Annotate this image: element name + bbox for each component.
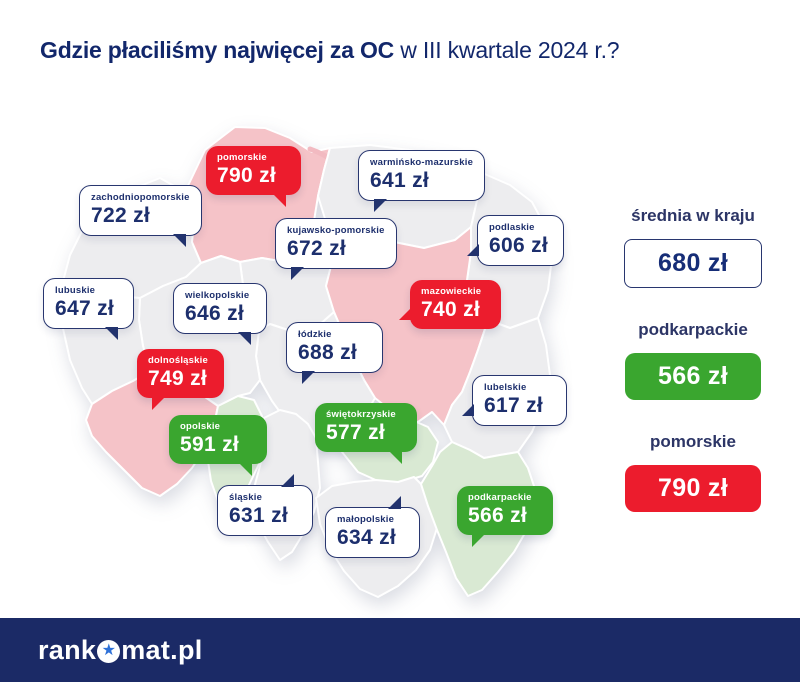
callout-lubelskie: lubelskie 617 zł — [462, 375, 567, 426]
callout-slaskie: śląskie 631 zł — [217, 474, 313, 536]
average-value: 680 zł — [658, 249, 728, 277]
callout-region-label: śląskie — [229, 492, 263, 503]
callout-price-value: 606 zł — [489, 234, 549, 257]
callout-region-label: wielkopolskie — [185, 290, 250, 301]
callout-wielkopolskie: wielkopolskie 646 zł — [173, 283, 267, 345]
callout-price-value: 672 zł — [287, 237, 347, 260]
logo-suffix: mat.pl — [121, 634, 203, 665]
title-rest: w III kwartale 2024 r.? — [394, 37, 620, 63]
callout-region-label: małopolskie — [337, 514, 395, 525]
lowest-value: 566 zł — [658, 362, 728, 390]
callout-price-value: 591 zł — [180, 433, 240, 456]
callout-region-label: zachodniopomorskie — [91, 192, 190, 203]
callout-price-value: 790 zł — [217, 164, 277, 187]
callout-region-label: pomorskie — [217, 152, 267, 163]
callout-pomorskie: pomorskie 790 zł — [206, 146, 301, 207]
page-title: Gdzie płaciliśmy najwięcej za OC w III k… — [40, 36, 620, 64]
callout-swietokrzyskie: świętokrzyskie 577 zł — [315, 403, 417, 464]
callout-lubuskie: lubuskie 647 zł — [43, 278, 134, 340]
callout-podlaskie: podlaskie 606 zł — [467, 215, 564, 266]
callout-region-label: warmińsko-mazurskie — [370, 157, 474, 168]
callout-price-value: 566 zł — [468, 504, 528, 527]
logo-prefix: rank — [38, 634, 97, 665]
lowest-value-badge: 566 zł — [625, 353, 761, 400]
star-icon: ★ — [101, 642, 116, 659]
callout-region-label: kujawsko-pomorskie — [287, 225, 385, 236]
callout-zachodniopomorskie: zachodniopomorskie 722 zł — [79, 185, 202, 247]
callout-price-value: 641 zł — [370, 169, 430, 192]
callout-dolnoslaskie: dolnośląskie 749 zł — [137, 349, 224, 410]
callout-price-value: 646 zł — [185, 302, 245, 325]
callout-podkarpackie: podkarpackie 566 zł — [457, 486, 553, 547]
callout-price-value: 617 zł — [484, 394, 544, 417]
callout-price-value: 577 zł — [326, 421, 386, 444]
callout-region-label: podkarpackie — [468, 492, 532, 503]
callout-malopolskie: małopolskie 634 zł — [325, 496, 420, 558]
highest-region-label: pomorskie — [650, 432, 736, 451]
lowest-region-label: podkarpackie — [638, 320, 748, 339]
callout-kujawsko-pomorskie: kujawsko-pomorskie 672 zł — [275, 218, 397, 280]
callout-price-value: 631 zł — [229, 504, 289, 527]
logo-circle: ★ — [97, 639, 121, 663]
average-value-badge: 680 zł — [624, 239, 762, 288]
callout-region-label: świętokrzyskie — [326, 409, 396, 420]
callout-warminsko-mazurskie: warmińsko-mazurskie 641 zł — [358, 150, 486, 212]
callout-price-value: 740 zł — [421, 298, 481, 321]
callout-price-value: 722 zł — [91, 204, 151, 227]
average-label: średnia w kraju — [631, 206, 755, 225]
summary-panel: średnia w kraju 680 zł podkarpackie 566 … — [616, 206, 770, 544]
callout-region-label: podlaskie — [489, 222, 535, 233]
callout-region-label: dolnośląskie — [148, 355, 208, 366]
callout-opolskie: opolskie 591 zł — [169, 415, 267, 476]
rankomat-logo: rank ★ mat.pl — [38, 635, 203, 666]
callout-region-label: opolskie — [180, 421, 221, 432]
callout-price-value: 749 zł — [148, 367, 208, 390]
callout-price-value: 647 zł — [55, 297, 115, 320]
highest-value-badge: 790 zł — [625, 465, 761, 512]
callout-region-label: łódzkie — [298, 329, 332, 340]
callout-mazowieckie: mazowieckie 740 zł — [399, 280, 501, 329]
callout-price-value: 634 zł — [337, 526, 397, 549]
callout-region-label: lubelskie — [484, 382, 527, 393]
footer-bar: rank ★ mat.pl — [0, 618, 800, 682]
title-highlight: Gdzie płaciliśmy najwięcej za OC — [40, 37, 395, 63]
callout-price-value: 688 zł — [298, 341, 358, 364]
highest-value: 790 zł — [658, 474, 728, 502]
callout-region-label: mazowieckie — [421, 286, 482, 297]
callout-region-label: lubuskie — [55, 285, 96, 296]
callout-lodzkie: łódzkie 688 zł — [286, 322, 383, 384]
